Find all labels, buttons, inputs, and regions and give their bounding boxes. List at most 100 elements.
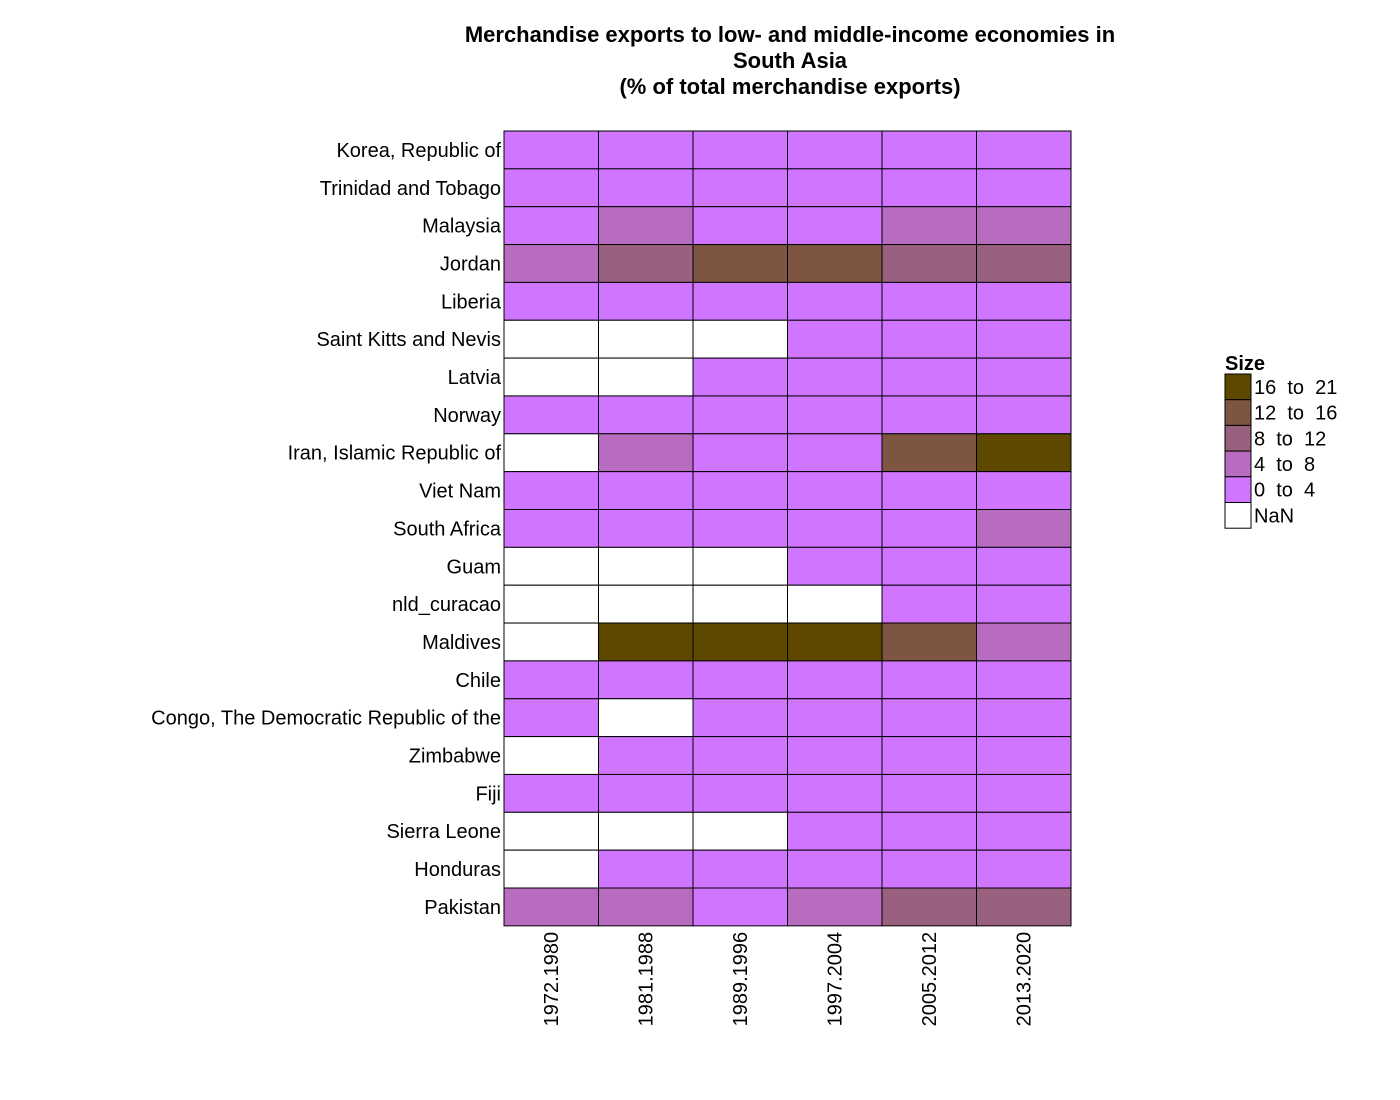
cell-nld-curacao-1997-2004 <box>787 584 883 624</box>
column-label-1989-1996: 1989.1996 <box>730 932 752 1027</box>
row-label-honduras: Honduras <box>414 859 501 881</box>
cell-trinidad-and-tobago-1997-2004 <box>787 168 883 208</box>
cell-latvia-2013-2020 <box>976 357 1072 397</box>
cell-jordan-1989-1996 <box>692 244 788 283</box>
row-label-south-africa: South Africa <box>393 518 502 540</box>
cell-liberia-2013-2020 <box>976 281 1072 321</box>
cell-honduras-1997-2004 <box>787 849 883 889</box>
cell-nld-curacao-2013-2020 <box>976 584 1072 624</box>
cell-maldives-2013-2020 <box>976 622 1072 662</box>
cell-trinidad-and-tobago-1981-1988 <box>598 168 694 208</box>
row-label-guam: Guam <box>447 556 501 578</box>
cell-congo-the-democratic-republic-of-the-1989-1996 <box>692 698 788 738</box>
cell-viet-nam-1997-2004 <box>787 471 883 510</box>
row-label-viet-nam: Viet Nam <box>419 481 501 503</box>
cell-viet-nam-1972-1980 <box>503 471 599 510</box>
cell-honduras-2013-2020 <box>976 849 1072 889</box>
cell-malaysia-2013-2020 <box>976 206 1072 246</box>
cell-latvia-1981-1988 <box>598 357 694 397</box>
cell-liberia-1997-2004 <box>787 281 883 321</box>
cell-south-africa-1989-1996 <box>692 509 788 548</box>
legend-swatch-8-to-12 <box>1224 424 1252 452</box>
cell-chile-2013-2020 <box>976 660 1072 700</box>
cell-guam-2005-2012 <box>881 546 977 586</box>
cell-south-africa-1997-2004 <box>787 509 883 548</box>
heatmap-cells <box>503 130 1072 927</box>
chart-title-line-1: Merchandise exports to low- and middle-i… <box>464 22 1116 47</box>
row-label-chile: Chile <box>455 670 501 692</box>
column-label-2013-2020: 2013.2020 <box>1014 932 1036 1027</box>
legend-swatch-16-to-21 <box>1224 373 1252 401</box>
cell-pakistan-2013-2020 <box>976 887 1072 927</box>
cell-congo-the-democratic-republic-of-the-2013-2020 <box>976 698 1072 738</box>
cell-jordan-2005-2012 <box>881 244 977 283</box>
cell-south-africa-1981-1988 <box>598 509 694 548</box>
cell-saint-kitts-and-nevis-1997-2004 <box>787 319 883 359</box>
cell-chile-2005-2012 <box>881 660 977 700</box>
cell-sierra-leone-1981-1988 <box>598 811 694 851</box>
cell-norway-1972-1980 <box>503 395 599 435</box>
row-label-trinidad-and-tobago: Trinidad and Tobago <box>320 178 501 200</box>
cell-zimbabwe-2005-2012 <box>881 736 977 775</box>
cell-trinidad-and-tobago-2005-2012 <box>881 168 977 208</box>
legend-swatch-4-to-8 <box>1224 450 1252 478</box>
cell-chile-1989-1996 <box>692 660 788 700</box>
cell-maldives-2005-2012 <box>881 622 977 662</box>
cell-fiji-1997-2004 <box>787 773 883 813</box>
cell-pakistan-2005-2012 <box>881 887 977 927</box>
cell-guam-1997-2004 <box>787 546 883 586</box>
cell-norway-1997-2004 <box>787 395 883 435</box>
row-label-sierra-leone: Sierra Leone <box>386 821 501 843</box>
cell-maldives-1972-1980 <box>503 622 599 662</box>
cell-korea-republic-of-1981-1988 <box>598 130 694 170</box>
cell-congo-the-democratic-republic-of-the-1972-1980 <box>503 698 599 738</box>
cell-honduras-1981-1988 <box>598 849 694 889</box>
cell-malaysia-1997-2004 <box>787 206 883 246</box>
cell-korea-republic-of-1972-1980 <box>503 130 599 170</box>
cell-honduras-2005-2012 <box>881 849 977 889</box>
chart-title-line-2: South Asia <box>732 48 848 73</box>
cell-fiji-1989-1996 <box>692 773 788 813</box>
cell-latvia-2005-2012 <box>881 357 977 397</box>
cell-honduras-1989-1996 <box>692 849 788 889</box>
cell-jordan-1972-1980 <box>503 244 599 283</box>
cell-jordan-1981-1988 <box>598 244 694 283</box>
row-labels: Korea, Republic of Trinidad and Tobago Mal… <box>151 140 502 919</box>
cell-trinidad-and-tobago-1989-1996 <box>692 168 788 208</box>
cell-liberia-1981-1988 <box>598 281 694 321</box>
row-label-fiji: Fiji <box>475 783 501 805</box>
row-label-norway: Norway <box>433 405 501 427</box>
cell-norway-2005-2012 <box>881 395 977 435</box>
cell-sierra-leone-1989-1996 <box>692 811 788 851</box>
cell-viet-nam-1989-1996 <box>692 471 788 510</box>
cell-congo-the-democratic-republic-of-the-1981-1988 <box>598 698 694 738</box>
cell-liberia-1972-1980 <box>503 281 599 321</box>
cell-iran-islamic-republic-of-2005-2012 <box>881 433 977 473</box>
cell-iran-islamic-republic-of-1997-2004 <box>787 433 883 473</box>
cell-norway-2013-2020 <box>976 395 1072 435</box>
cell-iran-islamic-republic-of-2013-2020 <box>976 433 1072 473</box>
cell-guam-1989-1996 <box>692 546 788 586</box>
cell-iran-islamic-republic-of-1972-1980 <box>503 433 599 473</box>
legend-swatch-12-to-16 <box>1224 399 1252 426</box>
cell-trinidad-and-tobago-1972-1980 <box>503 168 599 208</box>
cell-south-africa-2013-2020 <box>976 509 1072 548</box>
row-label-liberia: Liberia <box>441 291 502 313</box>
cell-iran-islamic-republic-of-1989-1996 <box>692 433 788 473</box>
cell-pakistan-1989-1996 <box>692 887 788 927</box>
legend-label-nan: NaN <box>1254 505 1294 527</box>
cell-zimbabwe-2013-2020 <box>976 736 1072 775</box>
cell-norway-1981-1988 <box>598 395 694 435</box>
cell-korea-republic-of-1997-2004 <box>787 130 883 170</box>
cell-korea-republic-of-2013-2020 <box>976 130 1072 170</box>
row-label-iran-islamic-republic-of: Iran, Islamic Republic of <box>288 443 502 465</box>
cell-viet-nam-1981-1988 <box>598 471 694 510</box>
cell-south-africa-1972-1980 <box>503 509 599 548</box>
cell-fiji-1972-1980 <box>503 773 599 813</box>
cell-chile-1981-1988 <box>598 660 694 700</box>
cell-fiji-1981-1988 <box>598 773 694 813</box>
row-label-malaysia: Malaysia <box>422 216 502 238</box>
row-label-maldives: Maldives <box>422 632 501 654</box>
legend-swatch-0-to-4 <box>1224 476 1252 503</box>
